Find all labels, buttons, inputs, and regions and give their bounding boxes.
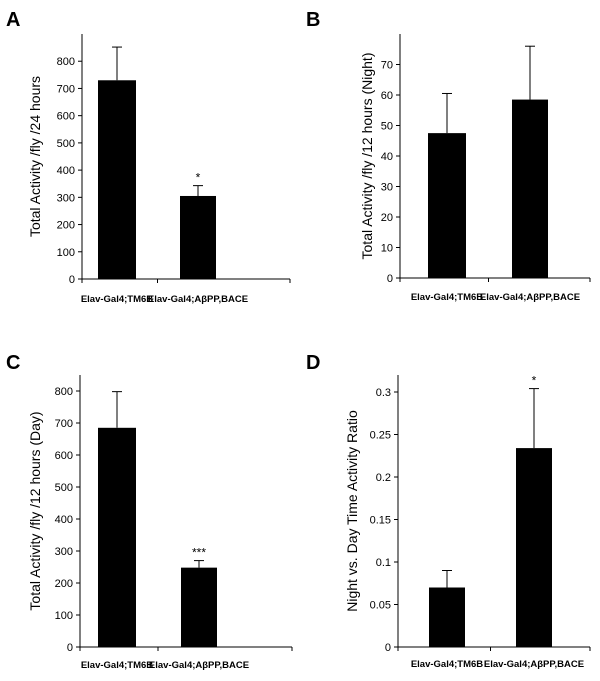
bar-c-1 [98,427,136,647]
y-tick-label-a-1: 100 [57,247,75,259]
panel-label-c: C [6,352,20,374]
y-tick-label-d-2: 0.1 [376,557,391,569]
y-tick-label-c-4: 400 [55,514,73,526]
y-axis-label-d: Night vs. Day Time Activity Ratio [344,410,360,612]
y-tick-label-c-0: 0 [67,642,73,654]
y-tick-label-a-3: 300 [57,192,75,204]
y-axis-label-a: Total Activity /fly /24 hours [27,76,43,237]
y-tick-label-a-8: 800 [57,56,75,68]
category-label-c-2: Elav-Gal4;AβPP,BACE [149,660,249,671]
y-tick-label-b-6: 60 [381,90,393,102]
category-label-b-1: Elav-Gal4;TM6B [411,292,483,303]
y-tick-label-b-4: 40 [381,151,393,163]
y-tick-label-c-6: 600 [55,450,73,462]
y-tick-label-c-7: 700 [55,418,73,430]
bar-a-2 [180,195,216,279]
category-label-a-2: Elav-Gal4;AβPP,BACE [148,294,248,305]
y-tick-label-b-0: 0 [387,273,393,285]
y-axis-label-b: Total Activity /fly /12 hours (Night) [359,53,375,260]
y-tick-label-d-3: 0.15 [370,515,391,527]
y-tick-label-a-0: 0 [69,274,75,286]
y-tick-label-c-1: 100 [55,610,73,622]
bar-b-1 [428,133,466,278]
y-tick-label-a-6: 600 [57,111,75,123]
y-tick-label-d-6: 0.3 [376,387,391,399]
panel-label-d: D [306,352,320,374]
y-tick-label-b-2: 20 [381,212,393,224]
y-axis-label-c: Total Activity /fly /12 hours (Day) [27,411,43,610]
y-tick-label-d-1: 0.05 [370,600,391,612]
y-tick-label-b-3: 30 [381,182,393,194]
y-tick-label-a-5: 500 [57,138,75,150]
bar-c-2 [181,567,217,647]
y-tick-label-d-4: 0.2 [376,472,391,484]
bar-b-2 [512,99,548,278]
category-label-d-1: Elav-Gal4;TM6B [411,659,483,670]
y-tick-label-c-2: 200 [55,578,73,590]
bar-a-1 [98,80,136,280]
y-tick-label-b-7: 70 [381,60,393,72]
y-tick-label-a-4: 400 [57,165,75,177]
panel-label-b: B [306,9,320,31]
y-tick-label-b-5: 50 [381,121,393,133]
y-tick-label-a-7: 700 [57,83,75,95]
y-tick-label-d-5: 0.25 [370,430,391,442]
category-label-c-1: Elav-Gal4;TM6B [81,660,153,671]
y-tick-label-a-2: 200 [57,220,75,232]
category-label-a-1: Elav-Gal4;TM6B [81,294,153,305]
significance-label-c-2: *** [192,546,206,560]
category-label-b-2: Elav-Gal4;AβPP,BACE [480,292,580,303]
panel-label-a: A [6,9,20,31]
significance-label-d-2: * [532,374,537,388]
y-tick-label-c-3: 300 [55,546,73,558]
significance-label-a-2: * [196,171,201,185]
y-tick-label-c-5: 500 [55,482,73,494]
y-tick-label-c-8: 800 [55,386,73,398]
category-label-d-2: Elav-Gal4;AβPP,BACE [484,659,584,670]
bar-d-2 [516,448,552,647]
bar-d-1 [429,587,465,647]
y-tick-label-b-1: 10 [381,243,393,255]
y-tick-label-d-0: 0 [385,642,391,654]
